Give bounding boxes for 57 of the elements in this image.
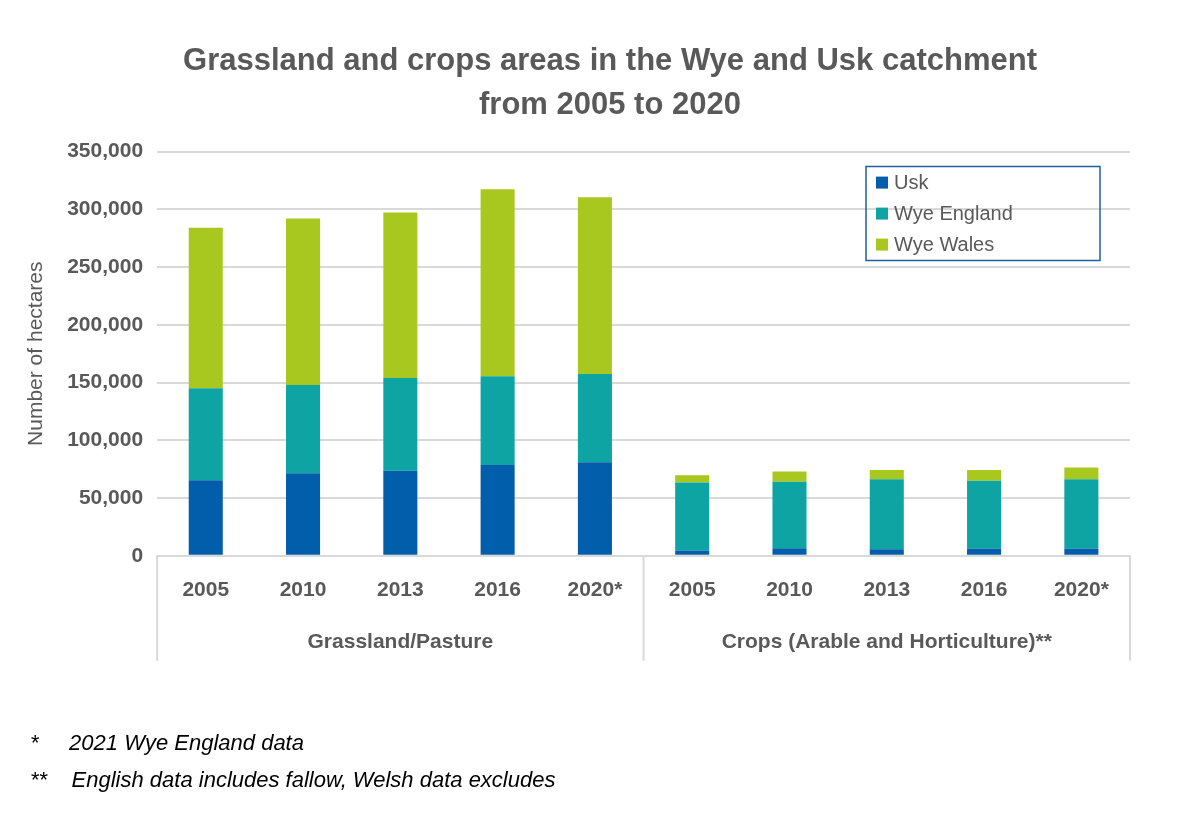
x-tick-label: 2010 (766, 577, 813, 601)
y-tick-label: 50,000 (78, 484, 144, 508)
bar (383, 212, 418, 378)
bar (480, 465, 515, 555)
text: Crops (Arable and Horticulture)** (721, 628, 1053, 652)
x-tick-label: 2013 (376, 577, 424, 601)
bar (188, 388, 223, 481)
bar (577, 197, 612, 374)
bar (480, 189, 515, 377)
bar (480, 376, 515, 466)
bar (286, 384, 321, 474)
bar (383, 470, 418, 555)
bar (188, 227, 223, 389)
x-tick-label: 2005 (182, 577, 230, 601)
bar (675, 482, 710, 551)
bar (188, 480, 223, 555)
bar (577, 462, 612, 555)
bar (675, 550, 710, 555)
bar (869, 549, 904, 555)
bar (1064, 548, 1099, 555)
x-tick-label: 2010 (279, 577, 327, 601)
x-tick-label: 2016 (474, 577, 521, 601)
bar (772, 548, 807, 555)
x-tick-label: 2013 (863, 577, 911, 601)
bar (577, 373, 612, 463)
bar (869, 469, 904, 480)
x-tick-label: 2005 (668, 577, 716, 601)
y-tick-label: 150,000 (67, 369, 144, 393)
x-tick-label: 2020* (567, 577, 624, 601)
bar (1064, 479, 1099, 549)
bar (1064, 467, 1099, 480)
bar (286, 473, 321, 555)
y-tick-label: 350,000 (67, 138, 144, 162)
text: Grassland/Pasture (307, 628, 494, 652)
bar (772, 471, 807, 482)
y-tick-label: 250,000 (67, 253, 144, 277)
text: * 2021 Wye England data (30, 730, 304, 756)
bar (286, 218, 321, 385)
bar (675, 475, 710, 483)
bar (772, 481, 807, 549)
y-axis-title: Number of hectares (23, 261, 47, 446)
chart-title: Grassland and crops areas in the Wye and Usk catchment from 2005 to 2020 (182, 41, 1038, 123)
bar (383, 377, 418, 471)
legend-label: Wye England (894, 202, 1013, 225)
x-tick-label: 2020* (1053, 577, 1110, 601)
x-tick-label: 2016 (960, 577, 1008, 601)
bar (967, 480, 1002, 549)
y-tick-label: 0 (131, 542, 144, 566)
text: ** English data includes fallow, Welsh data excludes (30, 767, 556, 793)
y-tick-label: 100,000 (67, 427, 144, 451)
legend-label: Wye Wales (894, 233, 995, 256)
bar (869, 479, 904, 550)
bar (967, 469, 1002, 481)
legend-label: Usk (894, 171, 930, 194)
bar (967, 548, 1002, 555)
y-tick-label: 300,000 (67, 196, 144, 220)
y-tick-label: 200,000 (67, 311, 144, 335)
